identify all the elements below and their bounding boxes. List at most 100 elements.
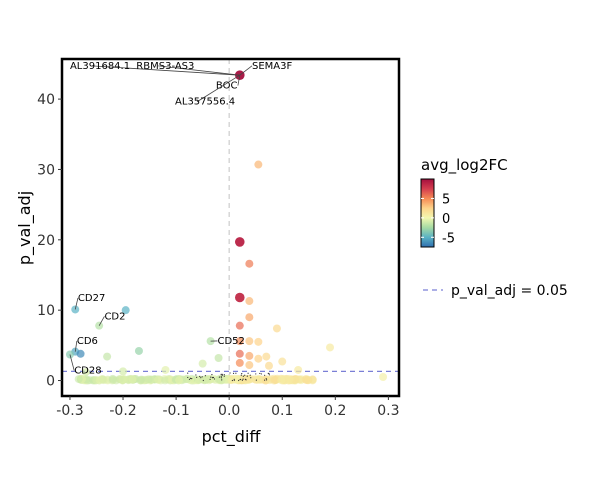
scatter-point (379, 373, 388, 382)
scatter-point (198, 359, 207, 368)
color-legend: avg_log2FC 5 0 -5 (420, 156, 508, 248)
minor-point (259, 372, 261, 375)
scatter-point (277, 376, 286, 385)
minor-point (244, 378, 247, 380)
label-leader-line (74, 297, 79, 310)
minor-point (265, 379, 268, 381)
minor-point (199, 375, 201, 378)
minor-point (202, 379, 204, 382)
minor-point (221, 379, 223, 381)
gene-label: AL391684.1 (70, 61, 130, 72)
scatter-point (245, 351, 254, 360)
minor-point (264, 374, 266, 376)
scatter-point (278, 357, 287, 366)
minor-point (212, 376, 214, 379)
x-tick-label: 0.1 (271, 403, 293, 419)
scatter-point (235, 337, 244, 346)
scatter-point (201, 375, 210, 384)
gene-label: CD52 (217, 336, 244, 347)
minor-point (268, 374, 270, 376)
scatter-point (128, 375, 137, 384)
x-tick-label: -0.1 (162, 403, 189, 419)
label-leader-line (158, 65, 240, 76)
scatter-point (227, 376, 236, 385)
colorbar-tick-label: 0 (442, 212, 450, 227)
scatter-point (161, 376, 170, 385)
minor-point (220, 373, 222, 375)
x-tick-label: -0.2 (109, 403, 136, 419)
scatter-point (242, 375, 251, 384)
scatter-point (254, 160, 263, 169)
minor-point (189, 377, 192, 379)
scatter-point (234, 237, 245, 247)
scatter-point (214, 354, 223, 363)
minor-point (233, 378, 235, 380)
plot-background (62, 59, 399, 396)
minor-point (223, 375, 225, 377)
scatter-point (262, 352, 271, 361)
minor-point (242, 378, 244, 380)
minor-point (244, 374, 246, 376)
x-axis-title: pct_diff (202, 427, 262, 447)
label-leader-line (196, 74, 240, 103)
minor-point (201, 376, 203, 378)
scatter-point (103, 352, 112, 361)
scatter-point (254, 337, 263, 346)
minor-point (210, 376, 212, 378)
gene-label: AL357556.4 (175, 97, 235, 108)
minor-point (265, 378, 267, 380)
scatter-point (144, 375, 153, 384)
minor-point (187, 376, 189, 379)
x-tick-label: 0.3 (377, 403, 399, 419)
y-tick-label: 20 (37, 233, 55, 249)
minor-point (231, 379, 233, 382)
gene-label: CD27 (78, 293, 105, 304)
label-leader-line (98, 316, 105, 326)
minor-point (268, 373, 270, 375)
minor-point (235, 372, 237, 374)
x-axis: -0.3 -0.2 -0.1 0.0 0.1 0.2 0.3 (56, 396, 400, 419)
scatter-point (245, 259, 254, 268)
y-tick-label: 10 (37, 303, 55, 319)
gene-label: SEMA3F (252, 61, 292, 72)
scatter-point (118, 376, 127, 385)
scatter-point (175, 376, 184, 385)
minor-point (200, 377, 202, 379)
y-axis: 0 10 20 30 40 (37, 92, 62, 390)
minor-point (204, 375, 206, 377)
baseline-point-cloud (74, 372, 317, 385)
scatter-point (137, 375, 146, 384)
scatter-point (154, 375, 163, 384)
minor-point (229, 372, 231, 374)
scatter-point (235, 358, 244, 367)
scatter-point (119, 367, 128, 376)
scatter-point (74, 375, 83, 384)
minor-point (195, 374, 197, 376)
minor-point (223, 373, 225, 376)
threshold-legend: p_val_adj = 0.05 (423, 283, 568, 299)
minor-point (211, 374, 213, 376)
minor-point (220, 375, 222, 377)
minor-point (209, 378, 211, 380)
minor-point (213, 378, 216, 380)
minor-point (255, 379, 257, 381)
plot-area: AL391684.1 RBMS3-AS3 SEMA3F BOC AL357556.4 CD… (60, 57, 401, 398)
minor-point (187, 372, 189, 374)
scatter-point (270, 376, 279, 385)
x-tick-label: 0.0 (218, 403, 240, 419)
y-tick-label: 30 (37, 162, 55, 178)
scatter-point (134, 346, 143, 355)
scatter-point (235, 349, 244, 358)
minor-point (221, 374, 224, 376)
colorbar-ticks: 5 0 -5 (421, 192, 455, 246)
label-leader-line (239, 65, 253, 76)
label-leader-line (69, 354, 75, 371)
scatter-point (245, 313, 254, 322)
minor-point (191, 378, 193, 380)
y-tick-label: 0 (46, 374, 55, 390)
plot-border (60, 57, 401, 398)
minor-point (246, 375, 248, 377)
scatter-point (99, 376, 108, 385)
minor-point (241, 372, 243, 375)
minor-point (220, 377, 222, 379)
